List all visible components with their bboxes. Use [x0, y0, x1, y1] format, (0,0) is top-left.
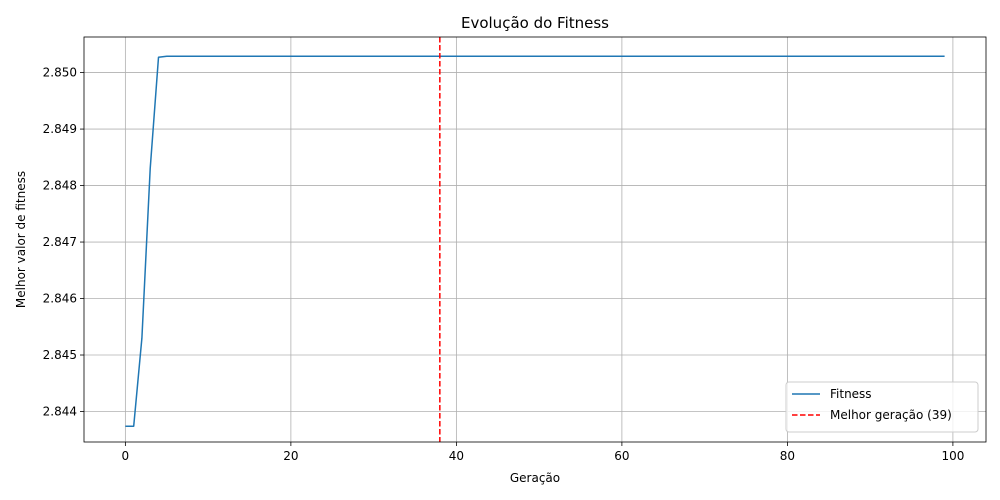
x-tick-label: 60 [614, 449, 629, 463]
x-tick-label: 20 [283, 449, 298, 463]
legend-label-best-generation: Melhor geração (39) [830, 408, 952, 422]
y-axis: 2.844 2.845 2.846 2.847 2.848 2.849 2.850 [43, 66, 84, 418]
x-tick-label: 80 [780, 449, 795, 463]
y-tick-label: 2.845 [43, 348, 77, 362]
y-tick-label: 2.844 [43, 404, 77, 418]
x-tick-label: 0 [122, 449, 130, 463]
chart-title: Evolução do Fitness [461, 14, 609, 32]
legend: Fitness Melhor geração (39) [785, 381, 979, 433]
x-axis: 0 20 40 60 80 100 [122, 442, 964, 463]
y-axis-label: Melhor valor de fitness [14, 171, 28, 308]
y-tick-label: 2.849 [43, 122, 77, 136]
legend-box [785, 381, 979, 433]
x-tick-label: 40 [449, 449, 464, 463]
y-tick-label: 2.846 [43, 292, 77, 306]
legend-label-fitness: Fitness [830, 387, 872, 401]
y-tick-label: 2.848 [43, 179, 77, 193]
x-axis-label: Geração [510, 471, 560, 485]
y-tick-label: 2.847 [43, 235, 77, 249]
x-tick-label: 100 [941, 449, 964, 463]
plot-area [125, 37, 945, 442]
series-line-fitness [125, 55, 945, 427]
grid [84, 37, 986, 442]
y-tick-label: 2.850 [43, 66, 77, 80]
plot-frame [83, 36, 987, 443]
